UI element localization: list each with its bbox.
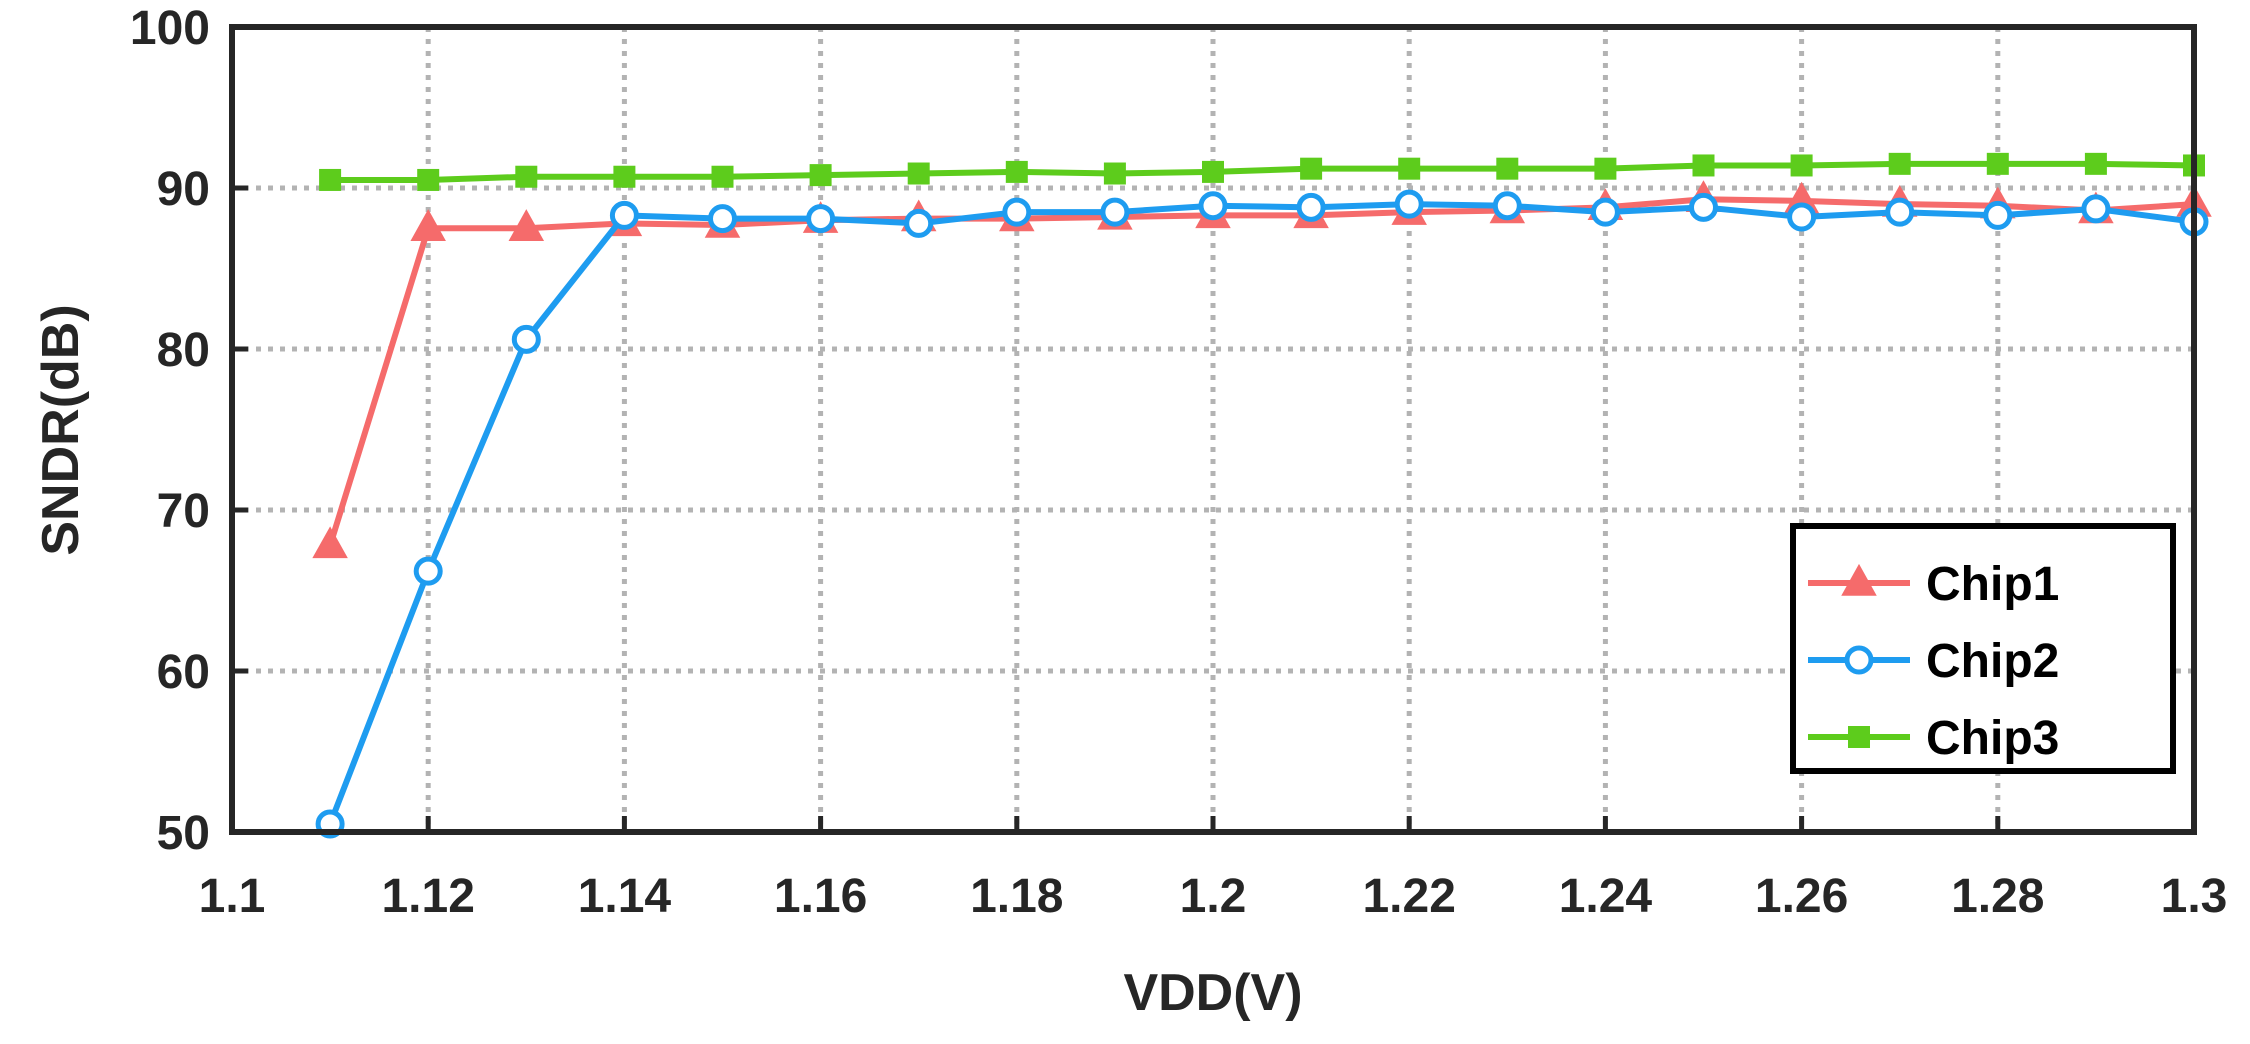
y-axis-ticks: 50 60 70 80 90 100 <box>130 2 248 860</box>
chip1-point <box>312 526 348 559</box>
y-tick-label: 100 <box>130 2 210 55</box>
x-tick-label: 1.26 <box>1755 870 1848 923</box>
series-chip1 <box>312 180 2212 559</box>
chip2-point <box>1885 197 1915 227</box>
chip2-point <box>904 208 934 238</box>
x-tick-label: 1.18 <box>970 870 1063 923</box>
legend-label-chip3: Chip3 <box>1926 712 2059 765</box>
y-tick-label: 50 <box>157 807 210 860</box>
chip2-point <box>1689 192 1718 222</box>
chip3-point <box>1202 160 1224 183</box>
chip2-point <box>1492 191 1522 221</box>
x-tick-label: 1.1 <box>199 870 266 923</box>
chip3-point <box>1005 160 1028 183</box>
x-tick-label: 1.22 <box>1362 870 1455 923</box>
chip3-point <box>417 168 440 191</box>
chip2-point <box>1590 197 1620 227</box>
chip2-point <box>1100 197 1130 227</box>
chip1-point <box>508 209 545 241</box>
chip3-point <box>1496 157 1519 180</box>
chip3-line <box>330 160 2195 183</box>
chip2-point <box>511 324 541 354</box>
chip3-point <box>711 165 734 188</box>
chip3-point <box>319 168 342 191</box>
x-axis-ticks: 1.1 1.12 1.14 1.16 1.18 1.2 1.22 1.24 1.26 1.28 1.… <box>199 816 2228 923</box>
series-layer <box>312 152 2212 839</box>
chip2-point <box>1787 202 1817 232</box>
chip2-point <box>1296 192 1326 222</box>
y-axis-label: SNDR(dB) <box>32 304 90 555</box>
chip3-point <box>1594 157 1617 180</box>
legend-marker-chip3 <box>1848 726 1870 748</box>
chip2-point <box>1983 200 2013 230</box>
series-chip2 <box>315 189 2209 839</box>
chip3-point <box>907 162 930 185</box>
chip2-point <box>609 200 639 230</box>
x-axis-label: VDD(V) <box>1123 964 1302 1022</box>
chip2-point <box>708 204 737 234</box>
x-tick-label: 1.28 <box>1951 870 2044 923</box>
chip1-point <box>410 209 446 241</box>
x-tick-label: 1.14 <box>578 870 672 923</box>
legend-label-chip2: Chip2 <box>1926 635 2059 688</box>
chip3-point <box>1398 157 1421 180</box>
chip2-point <box>806 204 836 234</box>
chip3-point <box>1888 152 1911 175</box>
legend-marker-chip2 <box>1844 645 1874 675</box>
legend-marker-chip1 <box>1841 563 1877 596</box>
chip3-point <box>1790 154 1813 177</box>
chip2-point <box>2081 194 2111 224</box>
chip3-point <box>1692 154 1715 177</box>
chip3-point <box>515 165 538 188</box>
y-tick-label: 60 <box>157 646 210 699</box>
chip2-line <box>327 201 2195 826</box>
chip2-point <box>413 556 443 586</box>
legend: Chip1 Chip2 Chip3 <box>1790 523 2176 774</box>
x-tick-label: 1.24 <box>1559 870 1653 923</box>
x-tick-label: 1.2 <box>1180 870 1247 923</box>
x-tick-label: 1.16 <box>774 870 867 923</box>
y-tick-label: 80 <box>157 324 210 377</box>
chip2-point <box>1198 191 1228 221</box>
x-tick-label: 1.3 <box>2161 870 2228 923</box>
chip2-point <box>1002 197 1032 227</box>
chip3-point <box>613 165 636 188</box>
legend-label-chip1: Chip1 <box>1926 558 2059 611</box>
y-tick-label: 70 <box>157 485 210 538</box>
chip3-point <box>809 164 832 187</box>
chip3-point <box>1103 162 1126 185</box>
chip1-line <box>327 196 2195 547</box>
chip3-point <box>1986 152 2009 175</box>
x-tick-label: 1.12 <box>381 870 474 923</box>
y-tick-label: 90 <box>157 163 210 216</box>
chip3-point <box>2084 152 2107 175</box>
chip2-point <box>1394 189 1424 219</box>
chip3-point <box>1300 157 1323 180</box>
series-chip3 <box>319 152 2205 191</box>
